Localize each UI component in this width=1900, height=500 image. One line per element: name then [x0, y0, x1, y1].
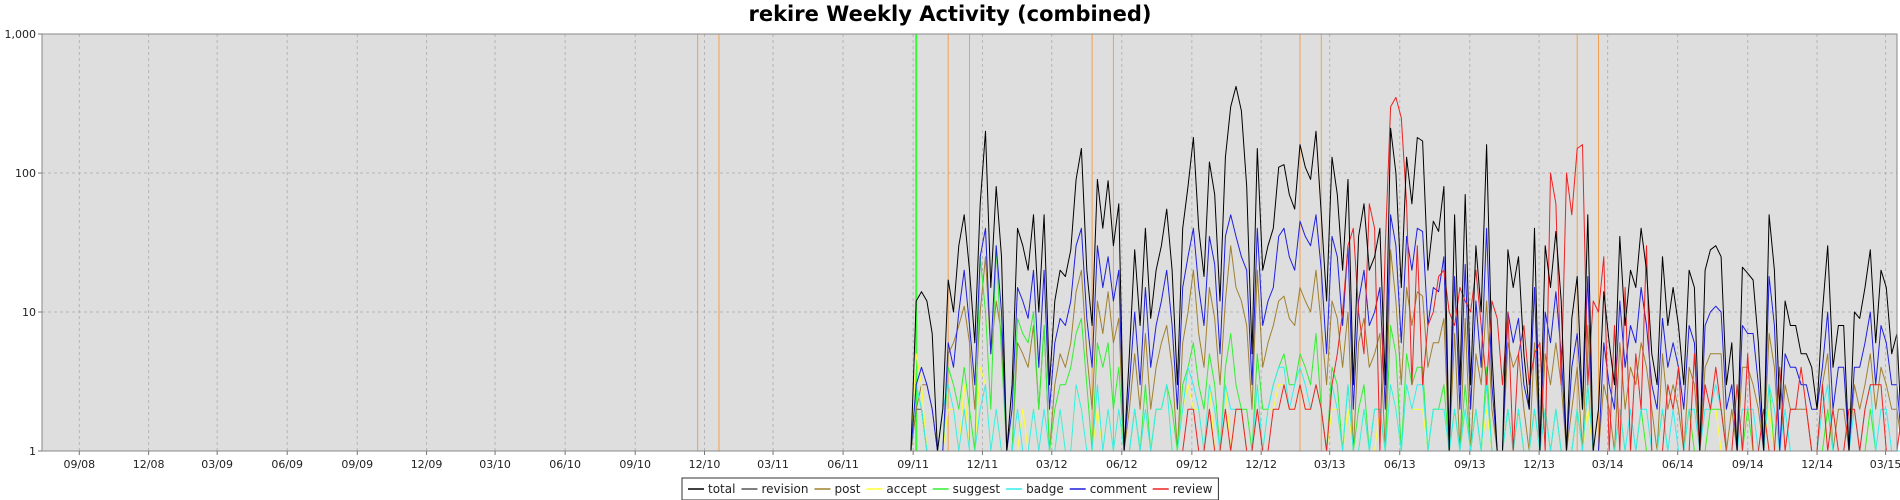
x-tick-label: 06/13 [1384, 458, 1416, 471]
x-tick-label: 12/09 [411, 458, 443, 471]
x-tick-label: 03/11 [757, 458, 789, 471]
x-tick-label: 06/12 [1106, 458, 1138, 471]
y-tick-label: 1 [29, 445, 36, 458]
x-tick-label: 09/14 [1732, 458, 1764, 471]
x-tick-label: 06/14 [1662, 458, 1694, 471]
legend-label: revision [761, 482, 808, 496]
x-tick-label: 06/11 [827, 458, 859, 471]
legend-label: post [834, 482, 860, 496]
legend-item-suggest: suggest [932, 482, 1001, 496]
legend: total revision post accept suggest badge comme… [681, 477, 1219, 500]
x-tick-label: 09/08 [63, 458, 95, 471]
x-tick-label: 06/09 [271, 458, 303, 471]
y-axis: 1 10 100 1,000 [5, 28, 42, 458]
x-tick-label: 09/11 [897, 458, 929, 471]
legend-item-post: post [814, 482, 861, 496]
legend-label: total [708, 482, 735, 496]
x-tick-label: 12/13 [1523, 458, 1555, 471]
x-tick-label: 06/10 [549, 458, 581, 471]
x-tick-label: 09/13 [1454, 458, 1486, 471]
legend-label: comment [1090, 482, 1147, 496]
x-tick-label: 03/12 [1036, 458, 1068, 471]
legend-item-total: total [688, 482, 735, 496]
legend-item-badge: badge [1006, 482, 1064, 496]
x-tick-label: 03/10 [479, 458, 511, 471]
plot-border [41, 33, 1898, 452]
legend-item-revision: revision [741, 482, 808, 496]
legend-item-accept: accept [866, 482, 927, 496]
y-tick-label: 1,000 [5, 28, 37, 41]
series-line-total [910, 85, 1900, 452]
legend-label: suggest [953, 482, 1001, 496]
legend-label: review [1173, 482, 1213, 496]
chart-title: rekire Weekly Activity (combined) [748, 2, 1152, 26]
x-tick-label: 03/15 [1870, 458, 1900, 471]
legend-label: badge [1026, 482, 1064, 496]
series-line-post [910, 245, 1900, 452]
y-tick-label: 10 [22, 306, 36, 319]
legend-item-review: review [1152, 482, 1213, 496]
x-tick-label: 09/10 [619, 458, 651, 471]
x-tick-label: 12/10 [689, 458, 721, 471]
x-tick-label: 03/14 [1592, 458, 1624, 471]
series-line-badge [910, 366, 1900, 452]
legend-item-comment: comment [1069, 482, 1147, 496]
legend-box [681, 477, 1219, 500]
x-tick-label: 03/13 [1314, 458, 1346, 471]
legend-label: accept [886, 482, 927, 496]
y-tick-label: 100 [15, 167, 36, 180]
x-tick-label: 12/08 [133, 458, 165, 471]
x-axis: 09/08 12/08 03/09 06/09 09/09 12/09 03/10 06/10… [63, 451, 1900, 471]
x-tick-label: 03/09 [201, 458, 233, 471]
x-tick-label: 12/12 [1245, 458, 1277, 471]
series-line-comment [910, 214, 1900, 452]
x-tick-label: 12/11 [967, 458, 999, 471]
x-tick-label: 12/14 [1801, 458, 1833, 471]
x-tick-label: 09/09 [341, 458, 373, 471]
x-tick-label: 09/12 [1176, 458, 1208, 471]
